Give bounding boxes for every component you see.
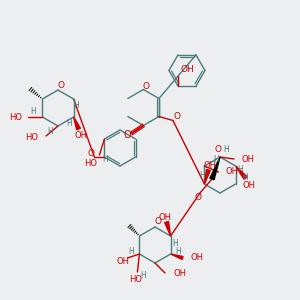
Text: H: H (140, 272, 146, 280)
Text: H: H (238, 164, 244, 173)
Text: H: H (47, 128, 53, 136)
Text: H: H (173, 238, 178, 247)
Text: H: H (67, 119, 73, 128)
Text: OH: OH (241, 154, 254, 164)
Text: H: H (31, 107, 36, 116)
Polygon shape (236, 166, 247, 179)
Text: OH: OH (181, 64, 195, 74)
Text: O: O (143, 82, 150, 91)
Polygon shape (165, 221, 171, 236)
Polygon shape (204, 169, 210, 184)
Text: HO: HO (84, 158, 98, 167)
Text: HO: HO (9, 112, 22, 122)
Text: O: O (194, 193, 202, 202)
Text: H: H (223, 146, 229, 154)
Text: H: H (74, 101, 80, 110)
Text: OH: OH (117, 257, 130, 266)
Text: O: O (88, 149, 95, 158)
Polygon shape (74, 117, 80, 130)
Text: O: O (124, 130, 131, 140)
Text: OH: OH (190, 254, 204, 262)
Text: O: O (214, 145, 221, 154)
Text: OH: OH (74, 130, 87, 140)
Text: H: H (200, 170, 205, 179)
Text: O: O (154, 217, 161, 226)
Text: OH: OH (225, 167, 239, 176)
Text: OH: OH (173, 268, 186, 278)
Text: H: H (243, 173, 248, 182)
Text: O: O (58, 80, 64, 89)
Polygon shape (171, 254, 183, 260)
Text: H: H (103, 154, 108, 164)
Text: O: O (173, 112, 181, 121)
Text: H: H (214, 155, 219, 164)
Text: H: H (128, 248, 134, 256)
Polygon shape (210, 157, 220, 180)
Text: OH: OH (204, 161, 217, 170)
Text: OH: OH (242, 182, 255, 190)
Text: OH: OH (158, 212, 171, 221)
Text: H: H (176, 247, 182, 256)
Text: HO: HO (25, 134, 38, 142)
Text: HO: HO (129, 275, 142, 284)
